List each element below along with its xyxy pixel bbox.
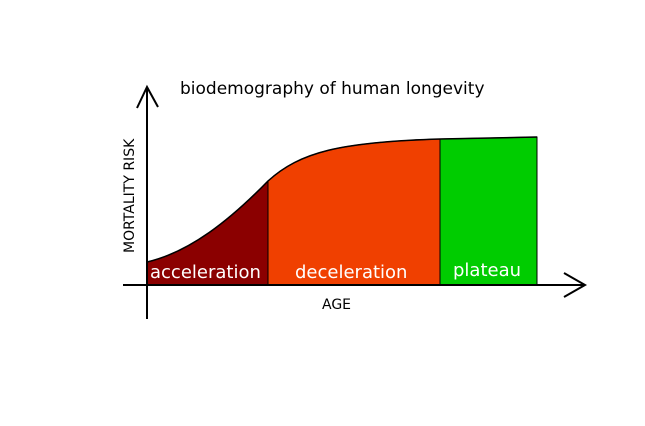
x-axis-label: AGE — [322, 297, 351, 313]
mortality-curve — [146, 136, 538, 263]
region-label-plateau: plateau — [453, 260, 521, 281]
region-label-acceleration: acceleration — [150, 262, 261, 283]
y-axis-arrow — [136, 84, 159, 109]
diagram-title: biodemography of human longevity — [180, 79, 485, 99]
x-axis-arrow — [563, 272, 588, 298]
region-label-deceleration: deceleration — [295, 262, 407, 283]
y-axis-label: MORTALITY RISK — [122, 138, 138, 253]
